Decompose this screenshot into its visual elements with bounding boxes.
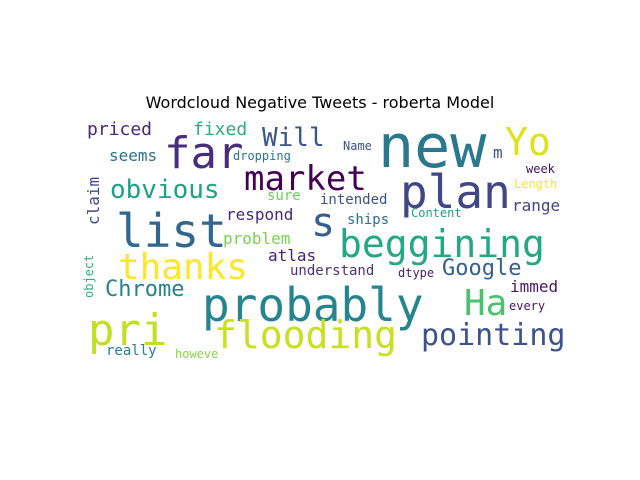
word-claim: claim [84,176,103,225]
word-thanks: thanks [118,247,249,288]
word-m: m [493,143,503,162]
word-dtype: dtype [398,266,435,280]
word-seems: seems [109,146,158,165]
word-pointing: pointing [421,318,566,353]
word-object: object [82,254,96,299]
chart-title: Wordcloud Negative Tweets - roberta Mode… [145,93,495,112]
word-chrome: Chrome [105,277,185,302]
word-immed: immed [510,277,559,296]
word-respond: respond [226,205,294,224]
word-cloud: new probably list plan pri flooding far beggini… [80,117,577,364]
word-list: list [116,204,227,258]
word-google: Google [442,256,522,281]
word-intended: intended [320,192,388,208]
word-length: Length [514,177,558,191]
word-obvious: obvious [110,175,220,205]
word-ships: ships [347,212,390,228]
word-dropping: dropping [233,149,291,163]
word-pri: pri [88,305,168,356]
word-fixed: fixed [193,119,248,140]
word-problem: problem [223,229,291,248]
word-priced: priced [87,119,153,140]
word-ha: Ha [464,283,508,324]
word-new: new [378,112,487,182]
word-plan: plan [400,165,511,219]
word-market: market [244,159,367,199]
word-every: every [509,299,546,313]
word-understand: understand [290,263,375,279]
word-atlas: atlas [268,246,317,265]
word-will: Will [262,123,325,153]
word-flooding: flooding [214,313,398,357]
word-range: range [512,196,561,215]
word-howeve: howeve [175,347,219,361]
word-probably: probably [202,278,424,332]
word-really: really [106,343,157,359]
word-week: week [526,162,555,176]
word-content: Content [411,206,462,220]
word-s: s [311,200,336,246]
word-name: Name [343,139,372,153]
word-yo: Yo [505,120,551,164]
word-far: far [164,128,244,179]
word-beggining: beggining [339,222,545,266]
word-sure: sure [267,188,301,204]
